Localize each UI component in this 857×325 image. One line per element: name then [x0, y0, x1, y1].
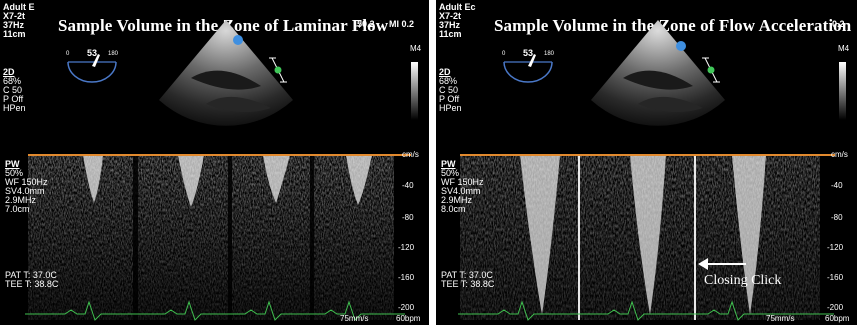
gain-2d: 68% [3, 76, 22, 86]
pw-sample-volume: SV4.0mm [441, 186, 481, 196]
patient-temperature: PAT T: 37.0C [441, 270, 493, 280]
pw-gain: 50% [441, 168, 460, 178]
transducer-angle-icon [503, 54, 553, 83]
doppler-panel-acceleration: Adult Ec X7-2t 37Hz 11cm Sample Volume i… [436, 0, 857, 325]
heart-rate: 60bpm [396, 314, 421, 323]
harmonic-2d: HPen [3, 103, 26, 113]
echo-sector-image [591, 20, 725, 126]
pw-depth: 7.0cm [5, 204, 30, 214]
angle-min: 0 [502, 51, 506, 57]
angle-max: 180 [108, 51, 119, 57]
angle-value: 53 [87, 48, 98, 58]
sample-gate-icon [269, 57, 287, 83]
pw-depth: 8.0cm [441, 204, 466, 214]
pw-frequency: 2.9MHz [5, 195, 37, 205]
velocity-tick: -160 [827, 273, 844, 282]
ecg-trace [25, 300, 405, 321]
panel-title: Sample Volume in the Zone of Flow Accele… [494, 16, 852, 35]
heart-rate: 60bpm [825, 314, 850, 323]
frame-rate-label: 37Hz [3, 20, 25, 30]
velocity-tick: -160 [398, 273, 415, 282]
compression-2d: C 50 [439, 85, 459, 95]
pw-frequency: 2.9MHz [441, 195, 473, 205]
header-right-number: 50.2 [357, 19, 375, 29]
probe-label: X7-2t [439, 11, 462, 21]
probe-marker-icon [676, 41, 686, 51]
velocity-tick: -200 [398, 303, 415, 312]
pw-mode-label: PW [441, 159, 456, 169]
header-corner-label: Adult E [3, 2, 35, 12]
velocity-tick: -120 [398, 243, 415, 252]
probe-marker-icon [233, 35, 243, 45]
tee-temperature: TEE T: 38.8C [5, 279, 59, 289]
velocity-tick: -80 [831, 213, 843, 222]
doppler-panel-laminar: Adult E X7-2t 37Hz 11cm Sample Volume in… [0, 0, 429, 325]
mode-2d-label: 2D [3, 67, 15, 77]
persistence-2d: P Off [3, 94, 24, 104]
doppler-spectrum [28, 155, 394, 320]
frame-rate-label: 37Hz [439, 20, 461, 30]
doppler-baseline [460, 154, 835, 156]
compression-2d: C 50 [3, 85, 23, 95]
velocity-tick: -40 [831, 181, 843, 190]
echo-sector-image [159, 20, 293, 126]
velocity-tick: -40 [402, 181, 414, 190]
pw-mode-label: PW [5, 159, 20, 169]
sample-gate-icon [702, 57, 720, 83]
pw-wall-filter: WF 150Hz [5, 177, 48, 187]
angle-value: 53 [523, 48, 534, 58]
mode-2d-label: 2D [439, 67, 451, 77]
harmonic-2d: HPen [439, 103, 462, 113]
ecg-trace [458, 300, 834, 321]
grayscale-bar [411, 62, 418, 120]
pw-gain: 50% [5, 168, 24, 178]
velocity-tick: -120 [827, 243, 844, 252]
mi-label: MI 0.2 [389, 19, 415, 29]
transducer-angle-icon [67, 54, 117, 83]
velocity-unit: cm/s [402, 150, 419, 159]
angle-min: 0 [66, 51, 70, 57]
probe-label: X7-2t [3, 11, 26, 21]
patient-temperature: PAT T: 37.0C [5, 270, 57, 280]
pw-sample-volume: SV4.0mm [5, 186, 45, 196]
velocity-unit: cm/s [831, 150, 848, 159]
doppler-spectrum [460, 155, 820, 320]
closing-click-annotation: Closing Click [704, 273, 782, 288]
velocity-tick: -80 [402, 213, 414, 222]
header-corner-label: Adult Ec [439, 2, 476, 12]
velocity-tick: -200 [827, 303, 844, 312]
grayscale-bar [839, 62, 846, 120]
sweep-speed: 75mm/s [766, 314, 795, 323]
map-label: M4 [410, 44, 422, 53]
angle-max: 180 [544, 51, 555, 57]
pw-wall-filter: WF 150Hz [441, 177, 484, 187]
depth-label: 11cm [3, 29, 26, 39]
tee-temperature: TEE T: 38.8C [441, 279, 495, 289]
persistence-2d: P Off [439, 94, 460, 104]
arrow-left-icon [698, 258, 746, 270]
depth-label: 11cm [439, 29, 462, 39]
header-right-number: 0.2 [832, 19, 845, 29]
gain-2d: 68% [439, 76, 458, 86]
map-label: M4 [838, 44, 850, 53]
doppler-baseline [28, 154, 411, 156]
sweep-speed: 75mm/s [340, 314, 369, 323]
